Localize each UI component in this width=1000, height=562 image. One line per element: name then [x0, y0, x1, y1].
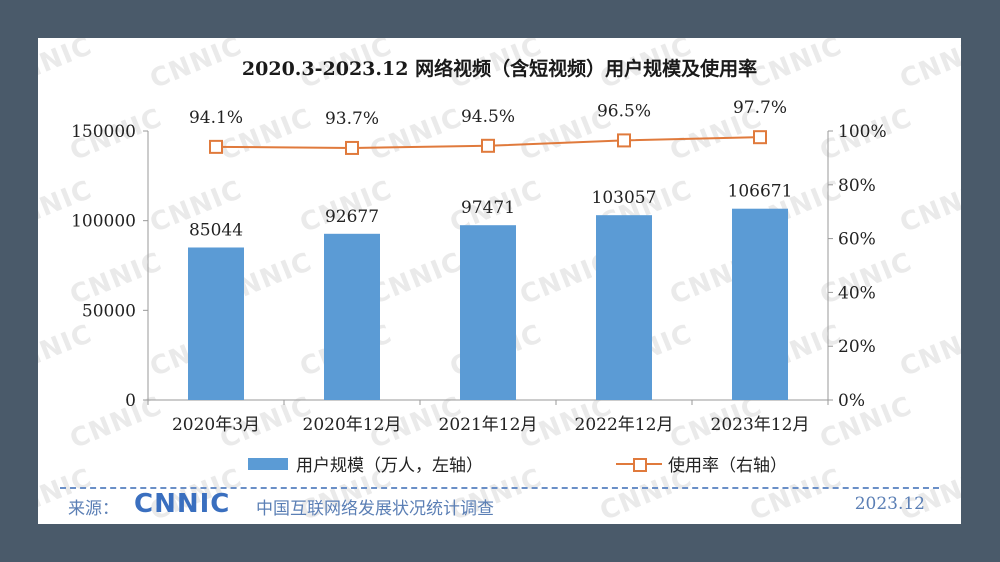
bar-data-label: 85044	[189, 220, 243, 240]
y-left-tick-label: 100000	[71, 212, 136, 232]
line-point	[209, 139, 223, 154]
bar	[324, 233, 380, 400]
line-point	[753, 130, 767, 145]
y-left-tick-label: 150000	[71, 122, 136, 142]
cnnic-logo: CNNIC	[134, 489, 231, 519]
bar	[460, 225, 516, 400]
legend-bar-swatch	[248, 457, 288, 470]
bar	[732, 208, 788, 400]
line-data-label: 94.1%	[189, 108, 243, 128]
line-data-label: 94.5%	[461, 107, 515, 127]
bar	[596, 215, 652, 400]
line-data-label: 96.5%	[597, 101, 651, 121]
bar-data-label: 106671	[728, 182, 793, 202]
line-point	[481, 138, 495, 153]
y-right-tick-label: 100%	[838, 122, 887, 142]
y-left-tick-label: 0	[125, 391, 136, 411]
x-tick-label: 2022年12月	[575, 415, 674, 435]
chart-title: 2020.3-2023.12 网络视频（含短视频）用户规模及使用率	[241, 58, 758, 80]
y-right-tick-label: 40%	[838, 283, 876, 303]
line-data-label: 97.7%	[733, 98, 787, 118]
bar-data-label: 92677	[325, 207, 379, 227]
line-point	[617, 133, 631, 148]
bar-data-label: 97471	[461, 198, 515, 218]
y-right-tick-label: 0%	[838, 391, 865, 411]
source-label: 来源：	[68, 499, 119, 519]
legend-label-user-scale: 用户规模（万人，左轴）	[296, 456, 483, 476]
y-right-tick-label: 60%	[838, 230, 876, 250]
y-left-tick-label: 50000	[82, 301, 136, 321]
chart-legend: 用户规模（万人，左轴） 使用率（右轴）	[248, 451, 808, 477]
chart-card: CNNIC CNNIC CNNIC CNNIC CNNIC CNNIC CNNIC CNNIC…	[38, 38, 961, 524]
y-right-tick-label: 20%	[838, 337, 876, 357]
legend-label-usage-rate: 使用率（右轴）	[668, 456, 787, 476]
y-right-tick-label: 80%	[838, 176, 876, 196]
bar	[188, 247, 244, 400]
legend-item-user-scale: 用户规模（万人，左轴）	[248, 451, 483, 476]
x-tick-label: 2023年12月	[711, 415, 810, 435]
line-data-label: 93.7%	[325, 109, 379, 129]
x-tick-label: 2020年3月	[172, 415, 260, 435]
source-text: 中国互联网络发展状况统计调查	[256, 499, 494, 519]
footer-divider	[60, 487, 939, 489]
legend-line-swatch	[616, 457, 662, 472]
x-tick-label: 2021年12月	[439, 415, 538, 435]
bar-data-label: 103057	[592, 188, 657, 208]
line-point	[345, 140, 359, 155]
legend-item-usage-rate: 使用率（右轴）	[616, 451, 787, 476]
source-date: 2023.12	[854, 494, 925, 514]
x-tick-label: 2020年12月	[303, 415, 402, 435]
chart-plot: 0 50000 100000 150000 0% 20% 40% 60% 80% 100% 2020…	[71, 98, 887, 435]
